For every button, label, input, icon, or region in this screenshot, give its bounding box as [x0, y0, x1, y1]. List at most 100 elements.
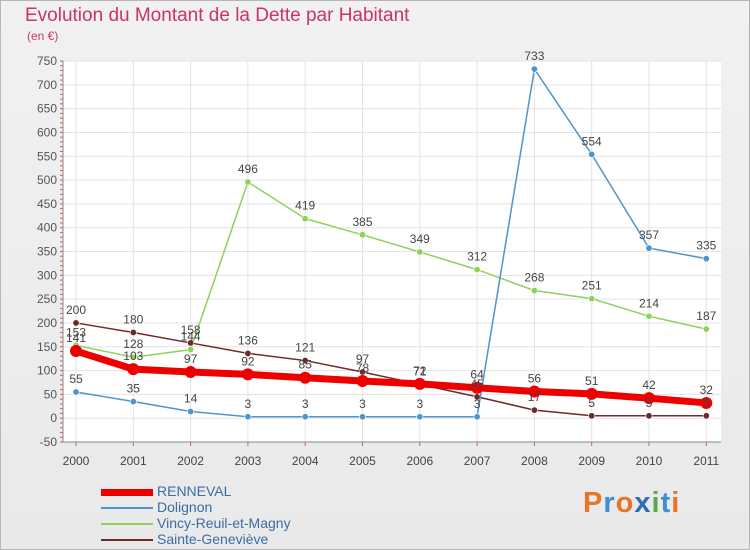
- data-label-vincy-reuil-et-magny: 144: [181, 330, 201, 344]
- data-label-vincy-reuil-et-magny: 312: [467, 250, 487, 264]
- data-label-vincy-reuil-et-magny: 214: [639, 296, 659, 310]
- y-tick-label: 200: [37, 316, 57, 330]
- data-point-sainte-genevi-ve: [244, 349, 252, 357]
- data-label-vincy-reuil-et-magny: 187: [696, 309, 716, 323]
- data-point-vincy-reuil-et-magny: [530, 287, 538, 295]
- y-tick-label: 400: [37, 221, 57, 235]
- legend-item-dolignon: Dolignon: [101, 499, 361, 516]
- y-tick-label: 300: [37, 268, 57, 282]
- data-label-dolignon: 14: [184, 392, 198, 406]
- legend-swatch: [101, 507, 153, 509]
- data-point-vincy-reuil-et-magny: [129, 353, 137, 361]
- y-tick-label: 50: [44, 387, 58, 401]
- data-point-dolignon: [416, 413, 424, 421]
- data-point-dolignon: [72, 388, 80, 396]
- data-point-vincy-reuil-et-magny: [473, 266, 481, 274]
- data-point-sainte-genevi-ve: [301, 357, 309, 365]
- data-label-sainte-genevi-ve: 5: [703, 396, 710, 410]
- data-point-renneval: [585, 387, 598, 400]
- data-label-renneval: 85: [299, 358, 313, 372]
- data-label-dolignon: 335: [696, 239, 716, 253]
- data-point-vincy-reuil-et-magny: [416, 248, 424, 256]
- data-point-sainte-genevi-ve: [702, 412, 710, 420]
- data-label-renneval: 51: [585, 374, 599, 388]
- data-label-sainte-genevi-ve: 121: [295, 341, 315, 355]
- data-point-sainte-genevi-ve: [129, 328, 137, 336]
- legend-item-vincy-reuil-et-magny: Vincy-Reuil-et-Magny: [101, 515, 361, 532]
- data-point-dolignon: [301, 413, 309, 421]
- y-tick-label: 500: [37, 173, 57, 187]
- y-tick-label: 750: [37, 54, 57, 68]
- data-label-sainte-genevi-ve: 5: [646, 396, 653, 410]
- x-tick-label: 2002: [177, 454, 204, 468]
- chart-legend: RENNEVAL Dolignon Vincy-Reuil-et-Magny Sain…: [101, 483, 361, 548]
- data-label-dolignon: 3: [359, 397, 366, 411]
- line-chart: -50 0 50 100 150 200 250 300 350 400 450 500 550 600 6…: [37, 49, 721, 468]
- data-point-renneval: [471, 381, 484, 394]
- data-label-dolignon: 3: [245, 397, 252, 411]
- data-label-dolignon: 3: [302, 397, 309, 411]
- series-line-sainte-genevi-ve: [75, 322, 708, 417]
- data-label-vincy-reuil-et-magny: 153: [66, 325, 86, 339]
- data-label-dolignon: 733: [524, 49, 544, 63]
- data-label-dolignon: 357: [639, 228, 659, 242]
- data-point-vincy-reuil-et-magny: [645, 312, 653, 320]
- data-point-dolignon: [702, 255, 710, 263]
- data-point-dolignon: [358, 413, 366, 421]
- data-label-vincy-reuil-et-magny: 251: [582, 279, 602, 293]
- y-tick-label: 0: [50, 411, 57, 425]
- x-tick-label: 2008: [521, 454, 548, 468]
- y-tick-label: 700: [37, 78, 57, 92]
- data-label-dolignon: 55: [69, 372, 83, 386]
- data-label-renneval: 64: [470, 368, 484, 382]
- data-label-vincy-reuil-et-magny: 385: [352, 215, 372, 229]
- data-point-renneval: [413, 377, 426, 390]
- data-point-renneval: [700, 396, 713, 409]
- data-label-renneval: 72: [413, 364, 427, 378]
- data-label-vincy-reuil-et-magny: 419: [295, 199, 315, 213]
- legend-swatch: [101, 539, 153, 541]
- data-label-vincy-reuil-et-magny: 349: [410, 232, 430, 246]
- data-point-sainte-genevi-ve: [187, 339, 195, 347]
- y-tick-label: 550: [37, 149, 57, 163]
- data-point-dolignon: [588, 150, 596, 158]
- data-point-renneval: [70, 345, 82, 358]
- data-label-renneval: 42: [642, 378, 656, 392]
- y-tick-label: 450: [37, 197, 57, 211]
- data-label-renneval: 97: [184, 352, 198, 366]
- data-point-dolignon: [530, 65, 538, 73]
- y-tick-label: 250: [37, 292, 57, 306]
- data-point-dolignon: [473, 413, 481, 421]
- data-point-sainte-genevi-ve: [530, 406, 538, 414]
- data-label-dolignon: 3: [474, 397, 481, 411]
- data-point-renneval: [356, 375, 369, 388]
- data-label-sainte-genevi-ve: 45: [470, 377, 484, 391]
- legend-item-renneval: RENNEVAL: [101, 483, 361, 500]
- data-label-sainte-genevi-ve: 180: [123, 312, 143, 326]
- y-tick-label: 350: [37, 245, 57, 259]
- data-point-sainte-genevi-ve: [588, 412, 596, 420]
- x-tick-label: 2010: [636, 454, 663, 468]
- data-label-sainte-genevi-ve: 17: [528, 390, 542, 404]
- data-point-renneval: [184, 365, 197, 378]
- data-label-dolignon: 554: [582, 134, 602, 148]
- y-tick-label: 650: [37, 102, 57, 116]
- data-label-sainte-genevi-ve: 5: [588, 396, 595, 410]
- proxiti-logo: Proxiti: [583, 487, 681, 519]
- data-point-renneval: [299, 371, 312, 384]
- data-label-renneval: 78: [356, 361, 370, 375]
- data-point-renneval: [241, 368, 254, 381]
- data-point-sainte-genevi-ve: [645, 412, 653, 420]
- data-point-dolignon: [129, 398, 137, 406]
- x-tick-label: 2000: [63, 454, 90, 468]
- y-tick-label: 600: [37, 125, 57, 139]
- legend-label: RENNEVAL: [157, 483, 232, 499]
- x-tick-label: 2005: [349, 454, 376, 468]
- x-tick-label: 2006: [406, 454, 433, 468]
- y-tick-label: -50: [40, 435, 58, 449]
- chart-subtitle: (en €): [27, 29, 59, 43]
- data-label-sainte-genevi-ve: 136: [238, 333, 258, 347]
- data-label-renneval: 92: [241, 354, 255, 368]
- chart-title: Evolution du Montant de la Dette par Hab…: [25, 5, 410, 26]
